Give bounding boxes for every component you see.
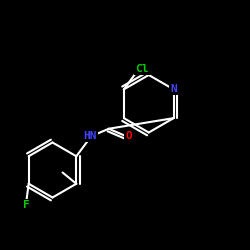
Text: O: O — [126, 131, 132, 141]
Text: N: N — [170, 84, 177, 94]
Text: Cl: Cl — [135, 64, 149, 74]
Text: F: F — [23, 200, 30, 210]
Text: HN: HN — [83, 131, 97, 141]
